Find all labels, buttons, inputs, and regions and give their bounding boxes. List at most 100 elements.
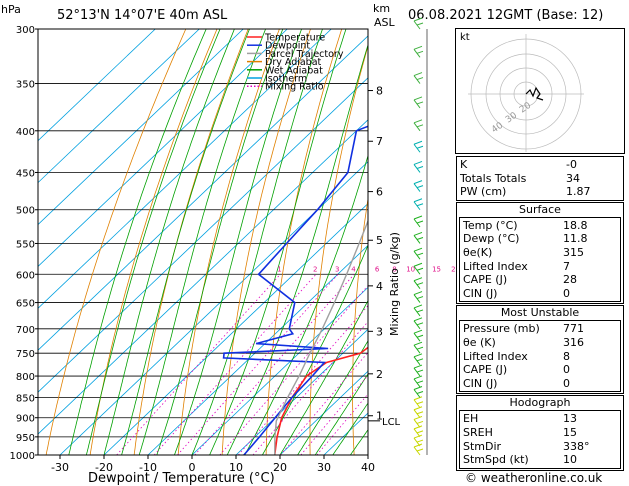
most-unstable-title: Most Unstable [500, 306, 580, 320]
pressure-tick-label: 650 [16, 299, 35, 310]
isotherm-line [38, 29, 200, 184]
isotherm-line [59, 161, 368, 455]
mu-row-thetae: θe (K) 316 [463, 335, 584, 349]
hodograph-kt-label: kt [460, 32, 470, 43]
pressure-tick-label: 400 [16, 127, 35, 138]
surface-row-cape: CAPE (J) 28 [463, 273, 577, 287]
mixing-ratio-line [280, 351, 368, 455]
hodograph-info-title: Hodograph [509, 396, 571, 410]
wind-barb-icon [413, 215, 424, 228]
mixing-ratio-line [316, 393, 368, 455]
wind-barb-icon [413, 96, 424, 109]
wet-adiabat-line [103, 29, 235, 455]
mixing-ratio-line [237, 304, 368, 455]
mixing-ratio-tick-label: 10 [406, 265, 415, 273]
hodo-ring-label-30: 30 [504, 111, 519, 126]
isotherm-line [38, 29, 244, 226]
surface-row-thetae: θe(K) 315 [463, 245, 584, 259]
mixing-ratio-line [153, 274, 317, 455]
wind-barb-icon [413, 304, 424, 317]
hodo-row-eh: EH 13 [463, 412, 577, 426]
plot-frame [37, 28, 369, 456]
mixing-ratio-line [252, 321, 368, 455]
pressure-tick-label: 800 [16, 372, 35, 383]
surface-row-cin: CIN (J) 0 [463, 286, 570, 300]
mixing-ratio-tick-label: 6 [375, 265, 380, 273]
legend-entry: Dry Adiabat [265, 57, 322, 68]
km-tick-label: 3 [376, 325, 383, 338]
legend-entry: Temperature [264, 33, 325, 44]
location-title: 52°13'N 14°07'E 40m ASL [57, 8, 228, 23]
dry-adiabat-line [45, 29, 187, 455]
mu-row-li: Lifted Index 8 [463, 349, 570, 363]
wet-adiabat-line [174, 29, 302, 455]
legend-entry: Dewpoint [265, 41, 310, 52]
mixing-ratio-line [194, 274, 355, 455]
parcel-trajectory-line [274, 219, 368, 455]
temperature-tick-label: -20 [95, 461, 113, 474]
km-tick-label: 1 [376, 410, 383, 423]
mixing-ratio-tick-label: 4 [351, 265, 356, 273]
chart-series [222, 125, 368, 455]
credit-text: © weatheronline.co.uk [465, 471, 603, 485]
pressure-tick-label: 350 [16, 80, 35, 91]
surface-title: Surface [519, 202, 561, 216]
wind-barb-icon [413, 434, 424, 447]
hodograph-trace [525, 86, 544, 101]
isotherm-line [38, 29, 332, 309]
surface-row-temp: Temp (°C) 18.8 [463, 218, 588, 232]
wet-adiabat-line [68, 29, 207, 455]
hodo-row-stmspd: StmSpd (kt) 10 [463, 453, 577, 467]
isotherm-line [235, 328, 368, 455]
wind-barb-icon [413, 353, 424, 366]
pressure-tick-label: 550 [16, 240, 35, 251]
legend-entry: Isotherm [265, 74, 307, 85]
km-label: km [373, 2, 390, 15]
wind-barb-icon [413, 443, 424, 456]
wind-barb-icon [413, 317, 424, 330]
pressure-tick-label: 850 [16, 394, 35, 405]
wind-barb-icon [413, 329, 424, 342]
chart-grid [38, 29, 368, 455]
isotherm-line [38, 29, 288, 267]
surface-box: Surface Temp (°C) 18.8 Dewp (°C) 11.8 θe(K… [456, 201, 624, 305]
lcl-label: LCL [382, 417, 401, 428]
x-axis-label: Dewpoint / Temperature (°C) [88, 471, 275, 486]
hpa-label: hPa [1, 3, 21, 16]
temperature-line [273, 346, 368, 455]
wet-adiabat-line [262, 244, 368, 455]
wind-barb-icon [413, 364, 424, 377]
mixing-ratio-tick-label: 2 [313, 265, 317, 273]
dry-adiabat-line [309, 44, 368, 455]
pressure-tick-label: 700 [16, 325, 35, 336]
wet-adiabat-line [297, 340, 368, 455]
wind-barb-icon [413, 291, 424, 303]
dewpoint-line [222, 125, 368, 455]
legend-entry: Parcel Trajectory [265, 49, 344, 60]
temperature-tick-label: 30 [317, 461, 331, 474]
wet-adiabat-line [209, 29, 347, 455]
wet-adiabat-line [314, 373, 368, 455]
mixing-ratio-axis-label: Mixing Ratio (g/kg) [388, 232, 401, 336]
wind-barb-icon [413, 17, 424, 30]
km-tick-label: 4 [376, 280, 383, 293]
km-tick-label: 8 [376, 85, 383, 98]
wind-barb-icon [413, 160, 424, 173]
mixing-ratio-line [219, 284, 368, 455]
wet-adiabat-line [121, 29, 250, 455]
indices-panel: K -0 Totals Totals 34 PW (cm) 1.87 Surface … [456, 156, 624, 471]
wind-barb-icon [413, 140, 424, 153]
mixing-ratio-tick-label: 20 [451, 265, 460, 273]
surface-row-dewp: Dewp (°C) 11.8 [463, 232, 588, 246]
wet-adiabat-line [244, 154, 368, 455]
wind-barb-icon [413, 262, 424, 275]
wind-barb-icon [413, 231, 424, 244]
mixing-ratio-line [300, 374, 368, 455]
wind-barb-icon [413, 406, 424, 419]
km-tick-label: 2 [376, 368, 383, 381]
index-row-totals: Totals Totals 34 [460, 171, 580, 185]
most-unstable-box: Most Unstable Pressure (mb) 771 θe (K) 316… [456, 305, 624, 395]
datetime-title: 06.08.2021 12GMT (Base: 12) [408, 8, 603, 23]
wind-barb-icon [413, 415, 424, 428]
